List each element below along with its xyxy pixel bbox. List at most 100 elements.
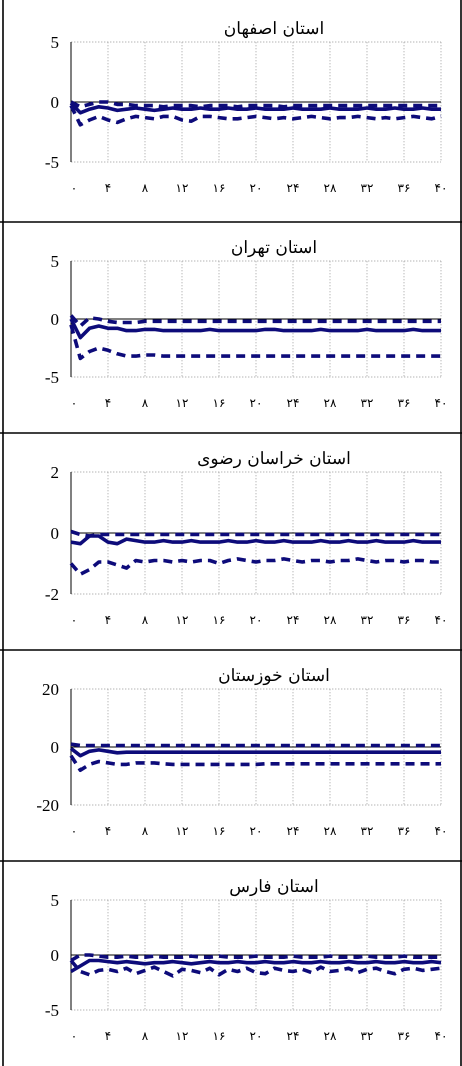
x-tick-label: ۳۲ xyxy=(361,181,374,195)
irf-chart-1: 5 0 -5 استان اصفهان ۰ ۴ ۸ ۱۲ ۱۶ ۲۰ ۲۴ ۲۸ ۳۲ ۳۶ ۴۰ xyxy=(45,19,448,195)
x-tick-label: ۲۴ xyxy=(287,613,300,627)
x-tick-label: ۱۶ xyxy=(213,1029,226,1043)
x-tick-label: ۴۰ xyxy=(435,1029,448,1043)
x-tick-label: ۱۶ xyxy=(213,824,226,838)
x-tick-label: ۴ xyxy=(105,824,111,838)
y-tick-label: 5 xyxy=(51,891,60,910)
y-tick-label: -5 xyxy=(45,368,59,387)
x-tick-label: ۰ xyxy=(71,824,77,838)
y-tick-label: -20 xyxy=(36,796,59,815)
x-tick-label: ۱۶ xyxy=(213,181,226,195)
x-tick-label: ۲۸ xyxy=(324,613,337,627)
x-tick-label: ۸ xyxy=(142,396,149,410)
x-tick-label: ۳۶ xyxy=(398,613,411,627)
y-tick-label: 0 xyxy=(51,946,60,965)
lower-bound-line xyxy=(69,324,441,361)
x-tick-label: ۰ xyxy=(71,1029,77,1043)
y-tick-label: -2 xyxy=(45,585,59,604)
y-tick-label: 5 xyxy=(51,33,60,52)
impulse-response-line xyxy=(69,318,441,340)
upper-bound-line xyxy=(70,953,441,963)
y-tick-label: 2 xyxy=(51,463,60,482)
x-tick-label: ۸ xyxy=(142,181,149,195)
impulse-response-line xyxy=(70,534,441,546)
x-tick-label: ۲۸ xyxy=(324,1029,337,1043)
x-tick-label: ۳۲ xyxy=(361,1029,374,1043)
x-tick-label: ۳۲ xyxy=(361,613,374,627)
x-tick-label: ۱۲ xyxy=(176,396,189,410)
x-tick-label: ۴ xyxy=(105,1029,111,1043)
impulse-response-line xyxy=(69,746,441,758)
x-tick-label: ۱۲ xyxy=(176,824,189,838)
irf-chart-3: 2 0 -2 استان خراسان رضوی ۰ ۴ ۸ ۱۲ ۱۶ ۲۰ ۲۴ ۲۸ ۳۲ ۳۶ ۴۰ xyxy=(45,449,448,627)
x-tick-label: ۲۰ xyxy=(250,613,263,627)
lower-bound-line xyxy=(69,754,441,772)
irf-panel-1: 5 0 -5 استان اصفهان ۰ ۴ ۸ ۱۲ ۱۶ ۲۰ ۲۴ ۲۸ ۳۲ ۳۶ ۴۰ xyxy=(0,0,462,222)
y-tick-label: 0 xyxy=(51,738,60,757)
lower-bound-line xyxy=(69,104,442,127)
irf-panel-4: 20 0 -20 استان خوزستان ۰ ۴ ۸ ۱۲ ۱۶ ۲۰ ۲۴ ۲۸ ۳۲ ۳۶ ۴۰ xyxy=(0,650,462,861)
x-tick-label: ۴ xyxy=(105,396,111,410)
lower-bound-line xyxy=(69,557,441,576)
x-tick-label: ۲۸ xyxy=(324,824,337,838)
x-tick-label: ۲۰ xyxy=(250,396,263,410)
y-tick-label: 5 xyxy=(51,252,60,271)
chart-title: استان تهران xyxy=(231,238,317,258)
x-tick-label: ۱۲ xyxy=(176,181,189,195)
x-tick-label: ۲۸ xyxy=(324,181,337,195)
upper-bound-line xyxy=(70,742,441,748)
irf-panel-3: 2 0 -2 استان خراسان رضوی ۰ ۴ ۸ ۱۲ ۱۶ ۲۰ ۲۴ ۲۸ ۳۲ ۳۶ ۴۰ xyxy=(0,433,462,650)
x-tick-label: ۳۶ xyxy=(398,1029,411,1043)
x-tick-label: ۴۰ xyxy=(435,396,448,410)
chart-title: استان فارس xyxy=(229,877,318,897)
x-tick-label: ۳۲ xyxy=(361,396,374,410)
chart-title: استان خوزستان xyxy=(218,666,330,686)
irf-chart-5: 5 0 -5 استان فارس ۰ ۴ ۸ ۱۲ ۱۶ ۲۰ ۲۴ ۲۸ ۳۲ ۳۶ ۴۰ xyxy=(45,877,448,1043)
upper-bound-line xyxy=(70,100,441,109)
y-tick-label: 0 xyxy=(51,524,60,543)
x-tick-label: ۲۰ xyxy=(250,824,263,838)
x-tick-label: ۲۰ xyxy=(250,1029,263,1043)
x-tick-label: ۳۲ xyxy=(361,824,374,838)
lower-bound-line xyxy=(69,959,442,978)
upper-bound-line xyxy=(70,529,441,538)
impulse-response-line xyxy=(70,958,442,974)
x-tick-label: ۲۰ xyxy=(250,181,263,195)
x-tick-label: ۲۸ xyxy=(324,396,337,410)
x-tick-label: ۲۴ xyxy=(287,1029,300,1043)
irf-chart-2: 5 0 -5 استان تهران ۰ ۴ ۸ ۱۲ ۱۶ ۲۰ ۲۴ ۲۸ ۳۲ ۳۶ ۴۰ xyxy=(45,238,448,410)
chart-title: استان خراسان رضوی xyxy=(197,449,351,469)
x-tick-label: ۸ xyxy=(142,613,149,627)
x-tick-label: ۰ xyxy=(71,181,77,195)
impulse-response-line xyxy=(69,101,441,115)
irf-chart-4: 20 0 -20 استان خوزستان ۰ ۴ ۸ ۱۲ ۱۶ ۲۰ ۲۴ ۲۸ ۳۲ ۳۶ ۴۰ xyxy=(36,666,448,838)
chart-title: استان اصفهان xyxy=(224,19,324,39)
y-tick-label: -5 xyxy=(45,1001,59,1020)
y-tick-label: 20 xyxy=(42,680,59,699)
x-tick-label: ۲۴ xyxy=(287,181,300,195)
upper-bound-line xyxy=(69,314,441,328)
x-tick-label: ۸ xyxy=(142,824,149,838)
y-tick-label: 0 xyxy=(51,310,60,329)
x-tick-label: ۴۰ xyxy=(435,181,448,195)
y-tick-label: -5 xyxy=(45,153,59,172)
irf-panel-5: 5 0 -5 استان فارس ۰ ۴ ۸ ۱۲ ۱۶ ۲۰ ۲۴ ۲۸ ۳۲ ۳۶ ۴۰ xyxy=(0,861,462,1066)
irf-panel-2: 5 0 -5 استان تهران ۰ ۴ ۸ ۱۲ ۱۶ ۲۰ ۲۴ ۲۸ ۳۲ ۳۶ ۴۰ xyxy=(0,222,462,433)
x-tick-label: ۳۶ xyxy=(398,181,411,195)
x-tick-label: ۴۰ xyxy=(435,613,448,627)
x-tick-label: ۱۲ xyxy=(176,1029,189,1043)
x-tick-label: ۲۴ xyxy=(287,824,300,838)
x-tick-label: ۰ xyxy=(71,396,77,410)
x-tick-label: ۱۲ xyxy=(176,613,189,627)
x-tick-label: ۰ xyxy=(71,613,77,627)
x-tick-label: ۳۶ xyxy=(398,824,411,838)
x-tick-label: ۸ xyxy=(142,1029,149,1043)
x-tick-label: ۴۰ xyxy=(435,824,448,838)
x-tick-label: ۲۴ xyxy=(287,396,300,410)
x-tick-label: ۳۶ xyxy=(398,396,411,410)
x-tick-label: ۴ xyxy=(105,613,111,627)
y-tick-label: 0 xyxy=(51,93,60,112)
x-tick-label: ۱۶ xyxy=(213,613,226,627)
x-tick-label: ۱۶ xyxy=(213,396,226,410)
